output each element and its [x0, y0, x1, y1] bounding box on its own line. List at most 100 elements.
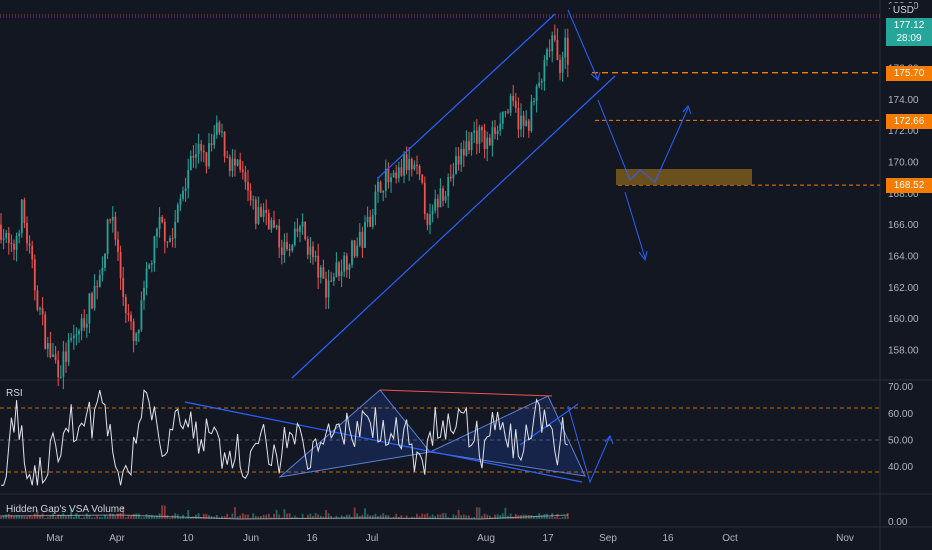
volume-bar	[153, 515, 156, 519]
volume-bar	[340, 515, 343, 519]
volume-bar	[514, 514, 517, 519]
level-tag-2: 172.66	[886, 114, 932, 129]
volume-bar	[26, 516, 28, 519]
volume-bar	[83, 516, 86, 519]
volume-bar	[57, 514, 60, 519]
volume-bar	[202, 513, 205, 519]
volume-bar	[410, 516, 413, 519]
candle-body	[494, 127, 496, 134]
volume-bar	[288, 513, 291, 519]
volume-bar	[49, 515, 52, 519]
rsi-tick-label: 60.00	[888, 409, 913, 420]
price-tick-label: 168.00	[888, 189, 919, 200]
time-tick-label: Mar	[46, 533, 64, 544]
candle-body	[543, 60, 546, 81]
rsi-trendline	[184, 401, 583, 483]
candle-body	[306, 239, 309, 255]
candle-body	[353, 240, 356, 257]
candle-body	[75, 334, 78, 336]
candle-body	[517, 107, 520, 130]
candle-body	[166, 241, 169, 243]
candle-body	[327, 280, 330, 298]
candle-body	[319, 267, 322, 278]
candle-body	[525, 120, 528, 126]
volume-bar	[335, 515, 338, 519]
candle-body	[317, 255, 320, 278]
candle-body	[361, 231, 364, 248]
currency-label: USD	[890, 3, 914, 17]
candle-body	[392, 172, 395, 178]
candle-body	[462, 148, 465, 156]
volume-bar	[208, 515, 210, 519]
volume-bar	[5, 514, 8, 519]
volume-ma-line	[0, 514, 569, 520]
volume-label: Hidden Gap's VSA Volume	[6, 504, 125, 515]
volume-bar	[150, 514, 153, 519]
candle-body	[377, 181, 379, 192]
volume-bar	[559, 517, 561, 519]
candle-body	[291, 245, 294, 251]
candle-body	[23, 199, 26, 224]
volume-bar	[293, 515, 296, 519]
volume-bar	[447, 517, 450, 519]
volume-bar	[18, 515, 21, 519]
candle-body	[431, 210, 434, 215]
volume-bar	[78, 515, 80, 519]
volume-bar	[184, 517, 187, 519]
volume-bar	[481, 515, 483, 519]
candle-body	[111, 216, 114, 221]
candle-body	[257, 207, 260, 224]
time-tick-label: Sep	[599, 533, 617, 544]
volume-bar	[91, 517, 93, 519]
candle-body	[527, 120, 530, 131]
volume-bar	[226, 513, 229, 519]
time-tick-label: Jun	[243, 533, 259, 544]
candle-body	[449, 176, 452, 179]
candle-body	[200, 143, 203, 151]
candle-body	[312, 246, 314, 258]
candle-body	[254, 199, 257, 224]
volume-bar	[166, 515, 169, 519]
volume-bar	[377, 516, 379, 519]
volume-bar	[556, 513, 559, 519]
volume-bar	[236, 516, 239, 519]
candle-body	[314, 255, 317, 258]
volume-bar	[509, 513, 512, 519]
volume-bar	[330, 515, 333, 519]
candle-body	[514, 100, 517, 108]
time-tick-label: Oct	[722, 533, 738, 544]
volume-bar	[348, 514, 351, 519]
candle-body	[351, 240, 353, 265]
supply-zone	[616, 169, 752, 185]
candle-body	[330, 280, 333, 282]
volume-bar	[111, 513, 114, 519]
candle-body	[332, 276, 335, 282]
volume-bar	[88, 514, 91, 519]
volume-bar	[494, 514, 496, 519]
candle-body	[218, 122, 221, 133]
candle-body	[57, 360, 60, 378]
time-axis: Mar Apr 10 Jun 16 Jul Aug 17 Sep 16 Oct Nov	[46, 533, 854, 544]
volume-bar	[161, 505, 164, 519]
volume-bar	[195, 514, 197, 519]
candle-body	[470, 132, 473, 151]
volume-bar	[371, 515, 374, 519]
volume-bar	[234, 507, 236, 519]
candle-body	[80, 318, 83, 331]
candle-body	[442, 188, 444, 201]
candle-body	[499, 123, 502, 131]
candle-body	[447, 176, 450, 197]
candle-body	[226, 156, 229, 158]
candle-body	[234, 158, 236, 166]
level-tag-3: 168.52	[886, 178, 932, 193]
candle-body	[208, 143, 210, 167]
price-tick-label: 164.00	[888, 251, 919, 262]
volume-bar	[356, 513, 359, 519]
volume-bar	[496, 514, 499, 519]
time-tick-label: 17	[542, 533, 554, 544]
price-tick-label: 160.00	[888, 314, 919, 325]
volume-bar	[62, 513, 65, 519]
candle-body	[20, 199, 23, 234]
candle-body	[184, 188, 187, 191]
